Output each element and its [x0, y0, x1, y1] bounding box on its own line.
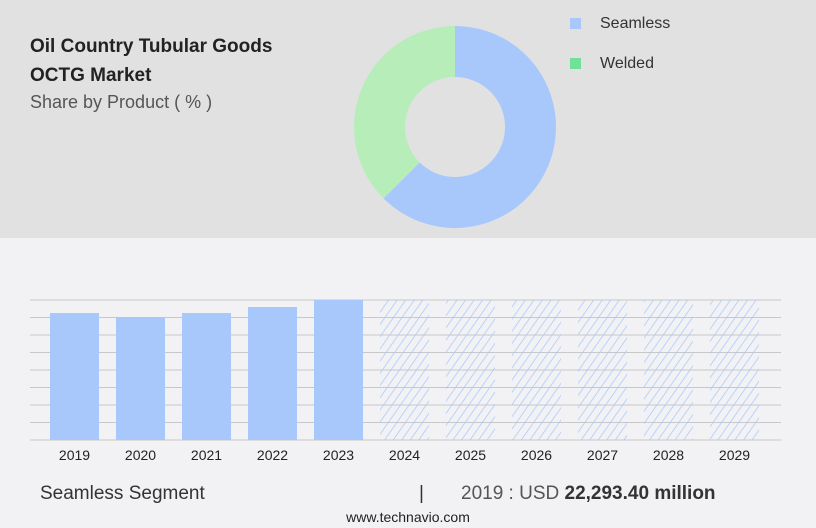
bar-2019	[50, 313, 99, 440]
bar-2021	[182, 313, 231, 440]
year-label: 2019 : USD	[461, 483, 560, 504]
legend-label: Welded	[600, 55, 654, 72]
title-line-1: Oil Country Tubular Goods	[30, 36, 273, 57]
value-text: 22,293.40 million	[564, 483, 716, 504]
bar-2026	[512, 300, 561, 440]
separator: |	[419, 483, 424, 504]
chart-subtitle: Share by Product ( % )	[30, 92, 213, 112]
website: www.technavio.com	[346, 509, 470, 525]
legend-swatch-welded	[570, 58, 581, 69]
bar-2023	[314, 300, 363, 440]
legend-welded: Welded	[570, 55, 654, 73]
bar-2029	[710, 300, 759, 440]
x-tick-label: 2027	[587, 447, 618, 463]
bar-2022	[248, 307, 297, 440]
x-tick-label: 2021	[191, 447, 222, 463]
bar-2024	[380, 300, 429, 440]
donut-slice-seamless	[383, 26, 556, 228]
x-tick-label: 2028	[653, 447, 684, 463]
bar-2025	[446, 300, 495, 440]
donut-slice-welded	[353, 26, 455, 199]
x-tick-label: 2025	[455, 447, 486, 463]
title-line-2: OCTG Market	[30, 65, 152, 86]
bar-2028	[644, 300, 693, 440]
x-tick-label: 2022	[257, 447, 288, 463]
x-tick-label: 2026	[521, 447, 552, 463]
x-tick-label: 2020	[125, 447, 156, 463]
x-tick-label: 2023	[323, 447, 354, 463]
bar-2027	[578, 300, 627, 440]
legend-label: Seamless	[600, 15, 671, 32]
x-tick-label: 2024	[389, 447, 420, 463]
legend-swatch-seamless	[570, 18, 581, 29]
segment-label: Seamless Segment	[40, 483, 205, 504]
chart-title: Oil Country Tubular Goods OCTG Market	[30, 32, 272, 90]
bar-chart: 2019 2020 2021 2022 2023 2024 2025 2026 2027 2028…	[30, 299, 781, 463]
legend-seamless: Seamless	[570, 15, 670, 33]
x-tick-label: 2019	[59, 447, 90, 463]
donut-chart	[353, 26, 556, 228]
bar-2020	[116, 317, 165, 440]
x-tick-label: 2029	[719, 447, 750, 463]
footer-value: 2019 : USD 22,293.40 million	[461, 483, 716, 505]
